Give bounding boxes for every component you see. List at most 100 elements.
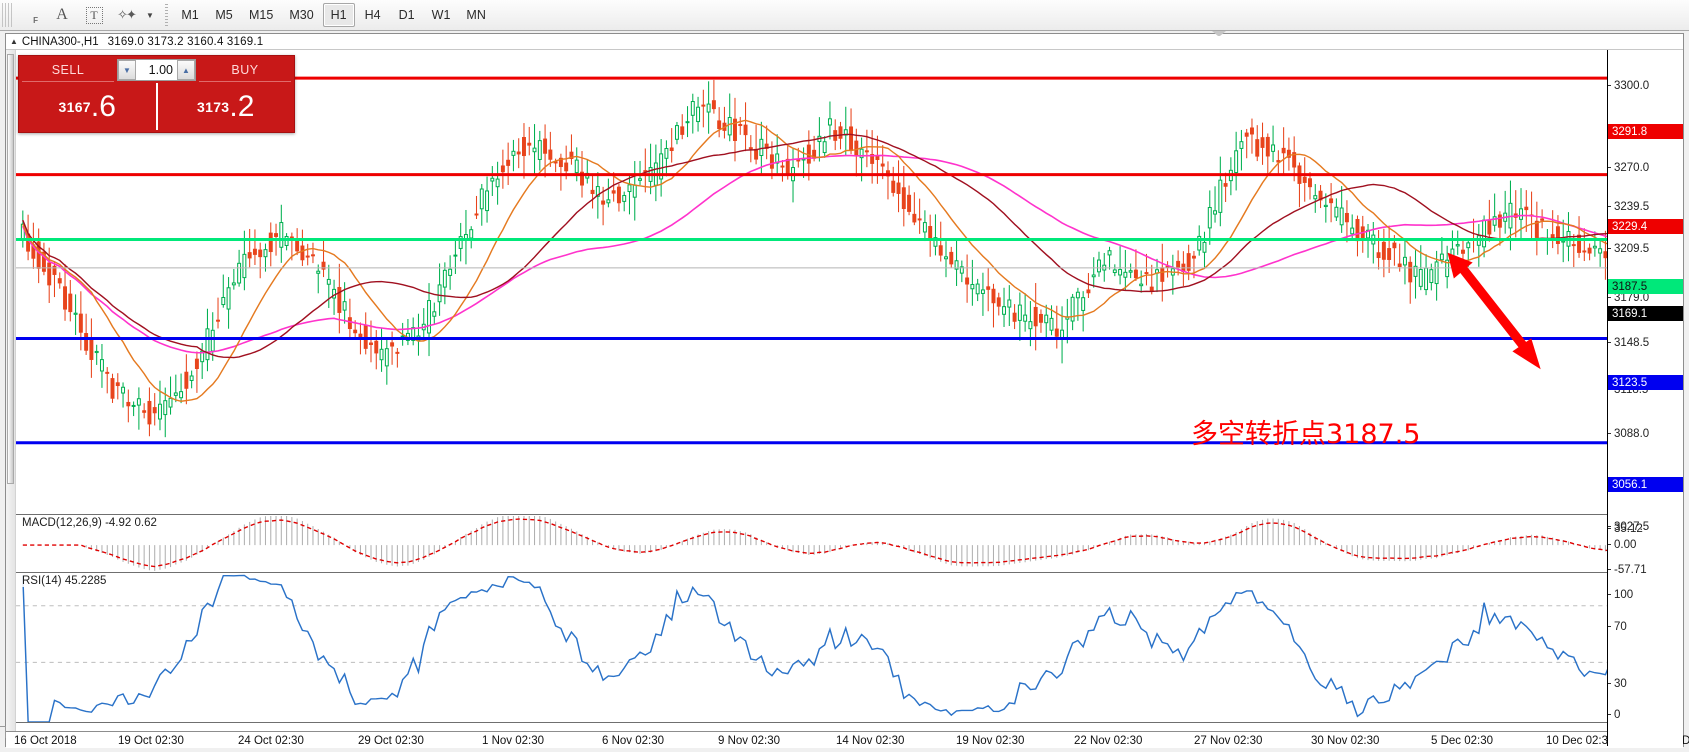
timeframe-m30[interactable]: M30 — [289, 8, 314, 22]
candle-body — [1244, 132, 1249, 137]
scrollbar-thumb[interactable] — [7, 54, 14, 484]
timeframe-h1[interactable]: H1 — [322, 3, 355, 27]
resistance-level-upper-tag[interactable]: 3291.8 — [1608, 124, 1683, 139]
candle-body — [99, 359, 104, 372]
buy-button[interactable]: BUY — [199, 59, 291, 82]
candle-body — [300, 245, 305, 261]
candle-body — [616, 186, 621, 204]
candle-body — [152, 407, 157, 414]
ma-orange-line — [22, 119, 1654, 402]
time-label: 24 Oct 02:30 — [238, 735, 304, 747]
candle-body — [337, 287, 342, 313]
resistance-level-lower-tag[interactable]: 3229.4 — [1608, 219, 1683, 234]
candle-body — [1397, 263, 1402, 268]
buy-price[interactable]: 3173 .2 — [158, 82, 295, 132]
candle-body — [564, 162, 569, 172]
timeframe-m1[interactable]: M1 — [181, 8, 199, 22]
drawing-tools-icon[interactable]: ✧✦ — [117, 7, 137, 22]
macd-chart-svg — [22, 516, 1654, 571]
candle-body — [1207, 207, 1212, 229]
timeframe-m5[interactable]: M5 — [215, 8, 233, 22]
drawing-tools-dropdown-icon[interactable]: ▼ — [146, 10, 154, 20]
scale-tick: 70 — [1608, 620, 1683, 634]
candle-body — [105, 371, 110, 374]
candle-body — [643, 170, 648, 173]
volume-input[interactable]: 1.00 — [148, 63, 173, 77]
candle-body — [390, 342, 395, 347]
candle-body — [1054, 328, 1059, 337]
timeframe-w1[interactable]: W1 — [431, 8, 451, 22]
window-resize-nub[interactable] — [1212, 31, 1226, 36]
toolbar-drag-handle[interactable] — [2, 3, 12, 27]
candle-body — [89, 338, 94, 360]
candle-body — [659, 153, 664, 180]
candle-body — [57, 278, 62, 284]
vertical-scrollbar[interactable] — [6, 50, 16, 746]
candle-body — [1482, 219, 1487, 248]
ma-darkred-line — [22, 133, 1653, 359]
candle-body — [395, 351, 400, 354]
current-price-tag[interactable]: 3169.1 — [1608, 306, 1683, 321]
scale-tick: 3088.0 — [1608, 427, 1683, 441]
support-level-lower-tag[interactable]: 3056.1 — [1608, 477, 1683, 492]
chart-plot-area[interactable]: 多空转折点3187.5 MACD(12,26,9) -4.92 0.62 RSI… — [16, 50, 1683, 746]
volume-stepper[interactable]: ▼ 1.00 ▲ — [117, 59, 196, 81]
candle-body — [1070, 296, 1075, 322]
candle-body — [1091, 274, 1096, 278]
candle-body — [516, 151, 521, 155]
candle-body — [1286, 149, 1291, 158]
candle-body — [1334, 206, 1339, 218]
candle-body — [1487, 220, 1492, 235]
candle-body — [411, 327, 416, 341]
one-click-trade-panel[interactable]: SELL ▼ 1.00 ▲ BUY 3167 .6 3173 .2 — [18, 55, 295, 133]
timeframe-h4[interactable]: H4 — [364, 8, 381, 22]
candle-body — [442, 269, 447, 288]
candle-body — [1519, 208, 1523, 220]
candle-body — [553, 161, 558, 164]
candle-body — [986, 286, 991, 290]
candle-body — [200, 350, 205, 363]
candle-body — [1339, 207, 1344, 226]
timeframe-mn[interactable]: MN — [466, 8, 486, 22]
candle-body — [938, 245, 943, 256]
time-axis[interactable]: 16 Oct 2018 19 Oct 02:30 24 Oct 02:30 29 Oc… — [6, 731, 1689, 752]
pivot-level-tag[interactable]: 3187.5 — [1608, 279, 1683, 294]
buy-price-integer: 3173 — [197, 99, 230, 115]
sell-button[interactable]: SELL — [22, 59, 114, 82]
candle-body — [717, 120, 722, 130]
candle-body — [1197, 235, 1202, 251]
candle-body — [759, 138, 764, 156]
scale-tick: 0.00 — [1608, 538, 1683, 552]
sell-price-decimal: .6 — [90, 90, 116, 123]
candle-body — [1007, 299, 1012, 308]
sell-price[interactable]: 3167 .6 — [19, 82, 156, 132]
candle-body — [147, 400, 152, 425]
price-scale[interactable]: 3300.0 3270.0 3239.5 3209.5 3179.0 3148.5 3118… — [1607, 50, 1683, 746]
timeframe-m15[interactable]: M15 — [249, 8, 274, 22]
rsi-pane[interactable]: RSI(14) 45.2285 — [16, 574, 1683, 723]
candle-body — [279, 222, 284, 248]
timeframe-d1[interactable]: D1 — [398, 8, 415, 22]
candle-body — [305, 255, 310, 258]
candle-body — [606, 199, 611, 204]
candle-body — [184, 371, 189, 389]
candle-body — [511, 150, 516, 156]
support-level-upper-tag[interactable]: 3123.5 — [1608, 375, 1683, 390]
candle-body — [1265, 136, 1270, 157]
candle-body — [796, 159, 801, 162]
sell-price-integer: 3167 — [58, 99, 91, 115]
text-label-icon[interactable]: A — [56, 6, 68, 23]
candle-body — [210, 329, 215, 352]
candle-body — [126, 401, 131, 407]
volume-decrease-icon[interactable]: ▼ — [118, 60, 136, 80]
macd-pane[interactable]: MACD(12,26,9) -4.92 0.62 — [16, 516, 1683, 573]
candle-body — [453, 254, 458, 257]
candle-body — [933, 237, 938, 247]
candle-body — [284, 236, 289, 246]
candle-body — [84, 333, 89, 351]
volume-increase-icon[interactable]: ▲ — [177, 60, 195, 80]
text-box-icon[interactable]: T — [79, 2, 109, 28]
crosshair-grid-icon[interactable]: F — [33, 16, 38, 25]
collapse-icon[interactable]: ▲ — [10, 37, 18, 46]
candle-body — [901, 187, 906, 210]
